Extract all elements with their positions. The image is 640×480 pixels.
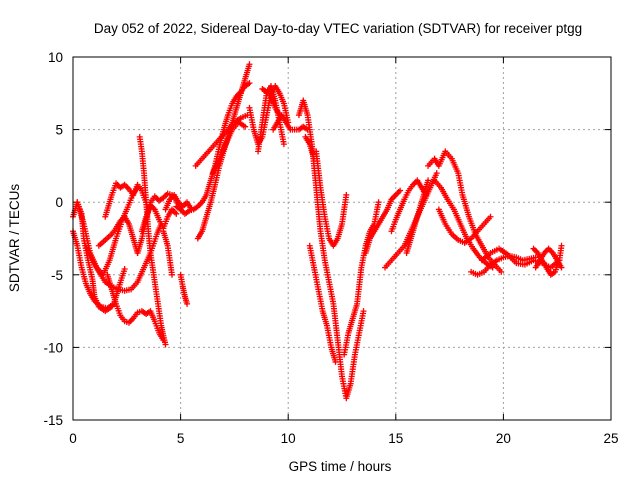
series-arc37 [302,133,318,162]
data-point [184,300,191,307]
series-arc16 [192,112,251,169]
series-arc25 [362,187,404,257]
series-arc22 [306,242,339,365]
data-point [332,358,339,365]
data-point [246,61,253,68]
data-point [487,213,494,220]
data-point [343,191,350,198]
data-marks [70,61,565,402]
data-point [425,177,432,184]
data-point [375,199,382,206]
series-arc10 [138,202,180,235]
x-tick-label: 15 [388,431,403,446]
y-tick-label: -15 [43,413,63,428]
x-tick-label: 10 [281,431,296,446]
series-arc12 [177,271,191,307]
plot-frame [72,56,612,421]
y-axis-label: SDTVAR / TECUs [7,184,22,293]
data-point [108,303,115,310]
series-arc11 [160,228,175,278]
x-tick-label: 5 [177,431,185,446]
data-point [433,170,440,177]
chart-title: Day 052 of 2022, Sidereal Day-to-day VTE… [94,21,582,36]
y-tick-label: -5 [51,268,63,283]
series-arc35 [532,245,565,271]
data-point [558,264,565,271]
data-point [558,242,565,249]
data-point [242,123,249,130]
data-point [168,271,175,278]
series-arc23 [313,148,350,249]
series-arc28 [403,177,432,257]
data-point [173,210,180,217]
x-tick-label: 25 [603,431,618,446]
data-point [121,265,128,272]
data-point [280,141,287,148]
axis-ticks: 0 5 10 15 20 25 -15 -10 -5 0 5 10 [43,50,618,446]
data-point [246,80,253,87]
x-tick-label: 0 [69,431,77,446]
series-arc29 [425,148,505,275]
y-tick-label: 5 [55,123,63,138]
series-arc17 [209,119,249,177]
data-point [276,112,283,119]
x-tick-label: 20 [496,431,511,446]
y-tick-label: 0 [55,195,63,210]
y-tick-label: -10 [43,340,63,355]
series-arc24 [341,199,382,358]
data-point [360,308,367,315]
data-point [397,187,404,194]
y-tick-label: 10 [48,50,63,65]
series-arc20 [270,112,311,133]
data-point [498,268,505,275]
data-point [311,155,318,162]
series-arc31 [435,206,494,246]
x-axis-label: GPS time / hours [289,459,392,474]
series-arc36 [259,85,283,119]
data-point [162,341,169,348]
series-arc4 [102,180,152,220]
